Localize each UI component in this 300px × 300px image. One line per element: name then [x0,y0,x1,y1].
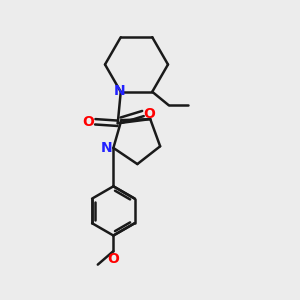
Text: O: O [144,106,155,121]
Text: O: O [107,252,119,266]
Text: N: N [113,84,125,98]
Text: N: N [101,141,112,155]
Text: O: O [83,115,94,129]
